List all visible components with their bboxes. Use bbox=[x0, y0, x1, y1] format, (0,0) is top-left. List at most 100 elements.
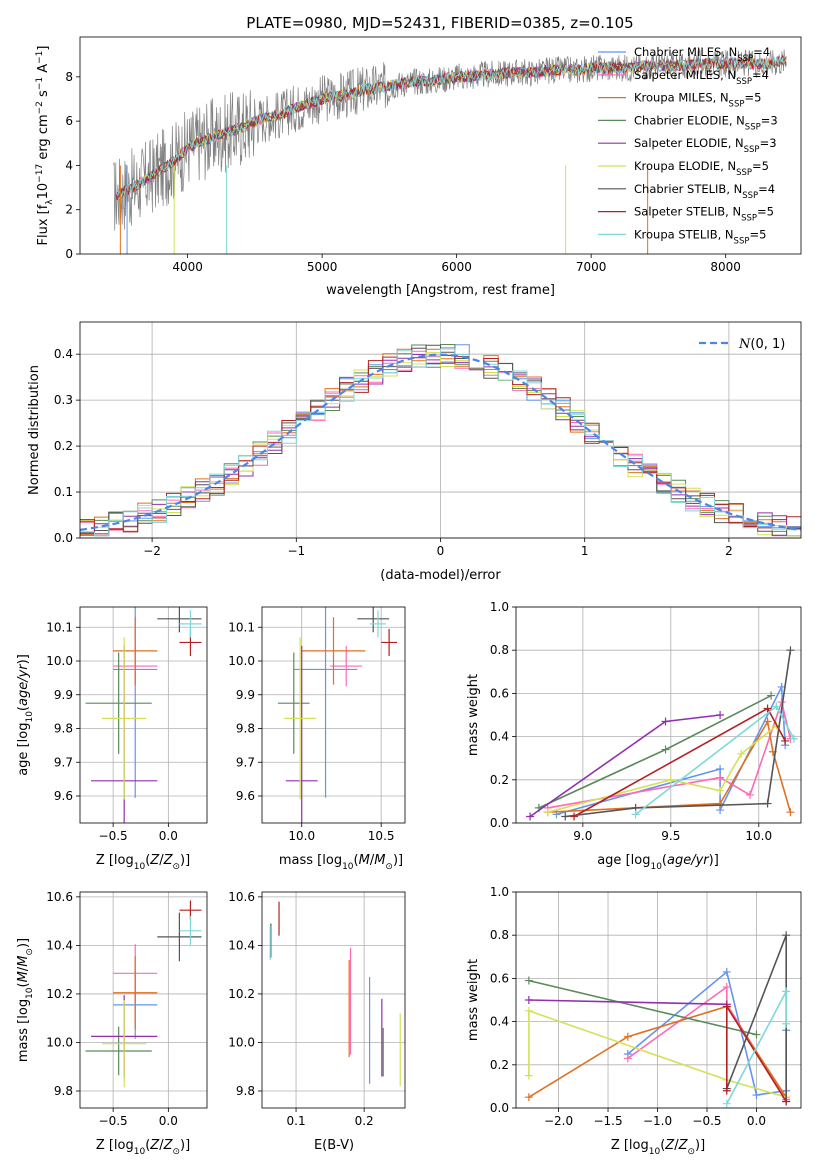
subscript: 10 bbox=[342, 862, 354, 872]
series-line-kr_elodie bbox=[547, 725, 777, 813]
tick-label-y: 10.6 bbox=[46, 890, 73, 904]
data-spectrum-line bbox=[113, 49, 787, 231]
tick-label-x: 8000 bbox=[710, 260, 741, 274]
axes-frame bbox=[79, 321, 802, 539]
series-line-kr_elodie bbox=[528, 1009, 787, 1098]
subscript: λ bbox=[45, 199, 55, 205]
label-part: Kroupa MILES, N bbox=[634, 91, 729, 105]
subscript: 10 bbox=[25, 987, 35, 999]
label-part: Z bbox=[149, 853, 160, 868]
tick-label-x: −1.5 bbox=[593, 1114, 622, 1128]
label-part: ( bbox=[660, 1138, 665, 1153]
tick-label-y: 0.4 bbox=[490, 730, 509, 744]
tick-label-x: 0.1 bbox=[287, 1114, 306, 1128]
superscript: −1 bbox=[35, 77, 45, 90]
label-part: mass [log bbox=[16, 999, 31, 1062]
series-marker-kr_elodie bbox=[737, 749, 746, 758]
model-line-kr_stelib bbox=[115, 55, 787, 199]
tick-label-x: −2 bbox=[143, 544, 161, 558]
label-part: ( bbox=[16, 982, 31, 987]
label-part: )] bbox=[393, 853, 403, 868]
subscript: ⊙ bbox=[25, 948, 35, 956]
legend-entry: Salpeter ELODIE, NSSP=3 bbox=[634, 136, 777, 155]
label-part: s bbox=[36, 90, 51, 101]
y-axis-label: Flux [fλ10−17 erg cm−2 s−1 A−1] bbox=[35, 46, 55, 246]
axis-label: Z [log10(Z/Z⊙)] bbox=[96, 1138, 190, 1157]
axes-frame bbox=[515, 891, 802, 1109]
series-marker-sa_miles bbox=[722, 983, 731, 992]
subscript: 10 bbox=[134, 862, 146, 872]
label-part: Salpeter MILES, N bbox=[634, 68, 736, 82]
series-marker-sa_miles bbox=[745, 790, 754, 799]
series-marker-kr_miles bbox=[786, 808, 795, 817]
tick-label-y: 0.6 bbox=[490, 686, 509, 700]
figure-title: PLATE=0980, MJD=52431, FIBERID=0385, z=0… bbox=[246, 14, 633, 32]
subscript: SSP bbox=[742, 191, 758, 201]
series-marker-kr_elodie bbox=[716, 786, 725, 795]
subscript: 10 bbox=[649, 1147, 661, 1157]
series-marker-ch_elodie bbox=[524, 976, 533, 985]
series-marker-ch_stelib bbox=[786, 646, 795, 655]
label-part: age [log bbox=[16, 723, 31, 776]
panel-age-vs-mass: 10.0 10.5 9.6 9.7 9.8 9.9 10.0 10.1 mass [log10(… bbox=[228, 606, 406, 872]
tick-label-x: −1 bbox=[287, 544, 305, 558]
label-part: ( bbox=[16, 706, 31, 711]
series-marker-sa_elodie bbox=[526, 812, 535, 821]
tick-label-y: 8 bbox=[65, 70, 73, 84]
axis-label: mass [log10(M/M⊙)] bbox=[279, 853, 403, 872]
tick-label-x: 9.0 bbox=[573, 829, 592, 843]
plot-area bbox=[269, 901, 401, 1087]
label-part: Z bbox=[678, 1138, 689, 1153]
tick-label-y: 0.4 bbox=[54, 347, 73, 361]
label-part: ( bbox=[662, 853, 667, 868]
superscript: −17 bbox=[35, 164, 45, 183]
series-marker-kr_elodie bbox=[524, 1071, 533, 1080]
subscript: SSP bbox=[736, 168, 752, 178]
label-part: )] bbox=[16, 938, 31, 948]
series-marker-kr_elodie bbox=[543, 808, 552, 817]
tick-label-x: 0.0 bbox=[159, 1114, 178, 1128]
plot-area bbox=[526, 646, 798, 821]
tick-label-y: 9.8 bbox=[54, 722, 73, 736]
panel-residuals: −2 −1 0 1 2 0.0 0.1 0.2 0.3 0.4 (data-model)/error… bbox=[27, 321, 802, 583]
tick-label-x: 10.0 bbox=[288, 829, 315, 843]
axes-frame bbox=[79, 606, 208, 824]
model-line-sa_stelib bbox=[115, 55, 787, 199]
tick-label-y: 0.8 bbox=[490, 928, 509, 942]
label-part: Kroupa STELIB, N bbox=[634, 227, 734, 241]
tick-label-y: 0.2 bbox=[490, 1058, 509, 1072]
series-line-sa_miles bbox=[547, 699, 792, 809]
label-part: =4 bbox=[752, 68, 769, 82]
series-marker-ch_elodie bbox=[661, 745, 670, 754]
tick-label-y: 1.0 bbox=[490, 600, 509, 614]
legend-entry: Kroupa ELODIE, NSSP=5 bbox=[634, 159, 769, 178]
label-part: (0, 1) bbox=[750, 337, 785, 352]
legend-entry: Kroupa MILES, NSSP=5 bbox=[634, 91, 761, 110]
label-part: / bbox=[159, 1138, 164, 1153]
label-part: Flux [f bbox=[36, 204, 51, 245]
y-axis-label: Normed distribution bbox=[27, 365, 42, 495]
label-part: A bbox=[36, 64, 51, 77]
tick-label-y: 9.8 bbox=[236, 722, 255, 736]
series-marker-kr_elodie bbox=[524, 1006, 533, 1015]
subscript: ⊙ bbox=[687, 1147, 695, 1157]
plot-area bbox=[277, 607, 398, 823]
normal-curve bbox=[80, 353, 801, 531]
label-part: =4 bbox=[758, 182, 775, 196]
tick-label-y: 9.7 bbox=[236, 755, 255, 769]
series-marker-ch_miles bbox=[722, 967, 731, 976]
series-line-ch_elodie bbox=[538, 694, 772, 809]
tick-label-x: −0.5 bbox=[99, 829, 128, 843]
tick-label-y: 0.8 bbox=[490, 643, 509, 657]
subscript: SSP bbox=[736, 77, 752, 87]
tick-label-x: 0.2 bbox=[355, 1114, 374, 1128]
tick-label-y: 0.0 bbox=[490, 816, 509, 830]
label-part: =5 bbox=[752, 159, 769, 173]
label-part: Z bbox=[149, 1138, 160, 1153]
tick-label-y: 10.0 bbox=[228, 654, 255, 668]
x-axis-label: E(B-V) bbox=[314, 1138, 354, 1153]
panel-mass-vs-z: −0.5 0.09.810.010.210.410.6Z [log10(Z/Z⊙)… bbox=[16, 890, 208, 1157]
series-marker-ch_miles bbox=[752, 1091, 761, 1100]
legend-entry: Chabrier ELODIE, NSSP=3 bbox=[634, 113, 778, 132]
